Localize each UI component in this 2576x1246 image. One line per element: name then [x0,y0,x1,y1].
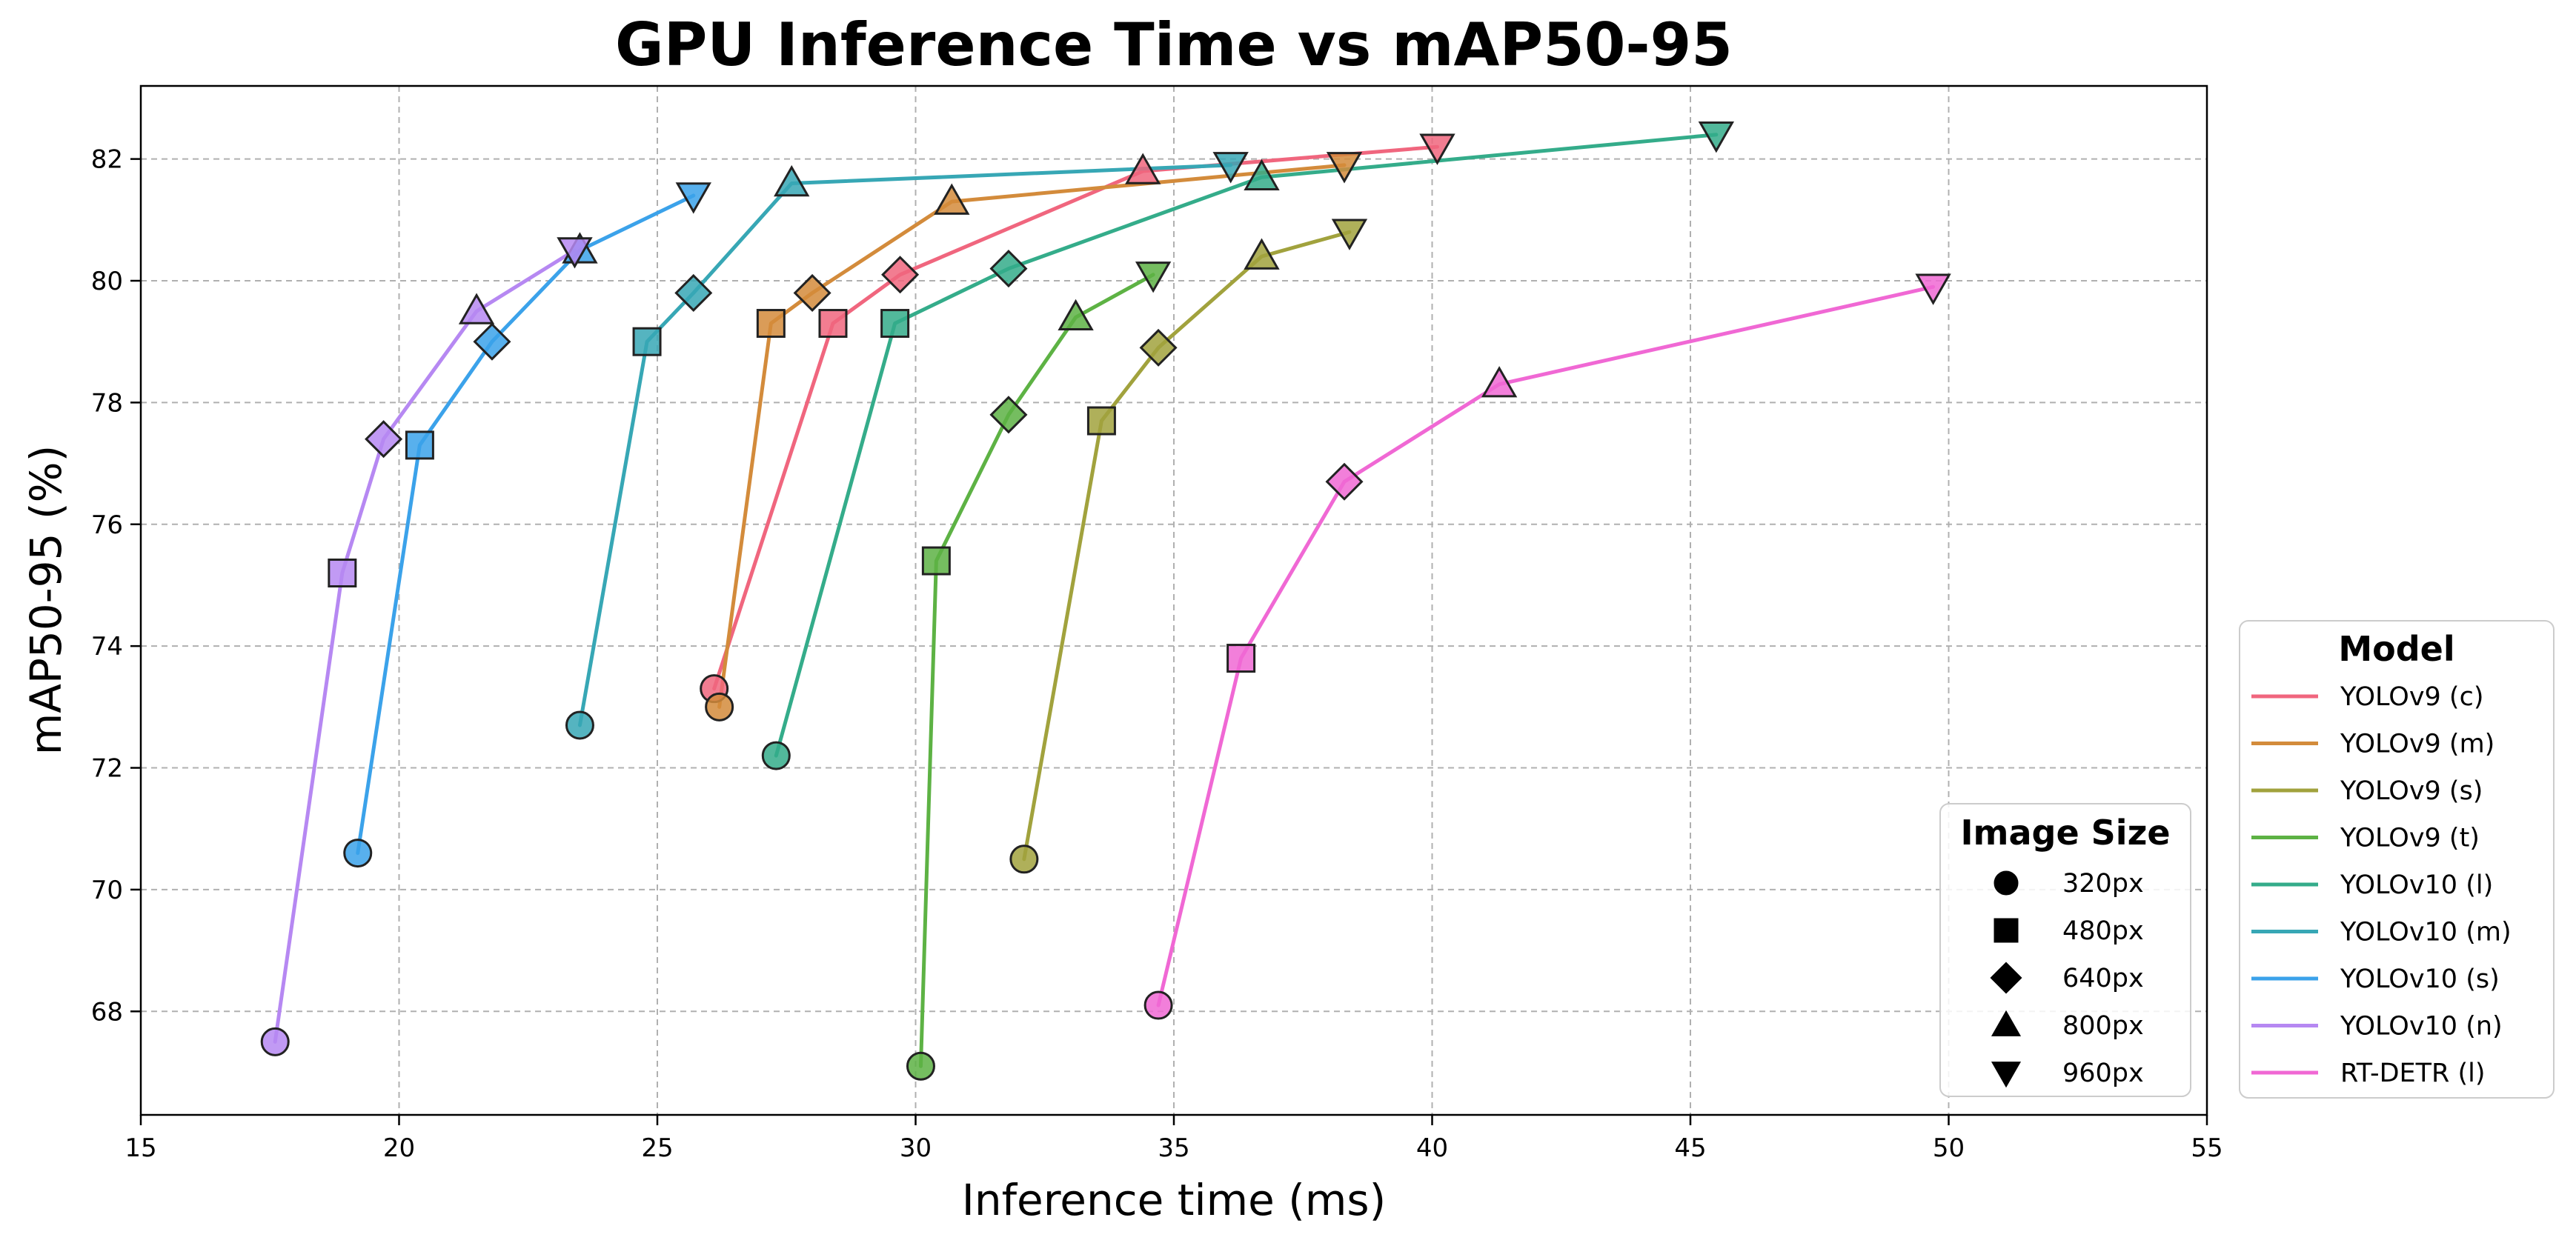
data-point-series-8-4 [1915,273,1951,305]
model-legend-label-0: YOLOv9 (c) [2340,682,2483,712]
image-size-legend-title: Image Size [1960,813,2170,853]
model-legend-title: Model [2338,629,2454,669]
data-point-series-2-4 [1331,219,1368,250]
data-point-series-7-2 [365,420,403,459]
data-point-series-4-3 [1244,159,1280,190]
chart-title: GPU Inference Time vs mAP50-95 [615,10,1733,79]
x-tick-label: 15 [125,1133,156,1163]
size-legend-label-2: 640px [2062,964,2144,993]
data-point-series-3-0 [906,1051,935,1081]
y-tick-label: 82 [91,145,123,175]
image-size-legend: Image Size 320px 480px 640px 800px 960px [1939,803,2191,1097]
data-point-series-8-0 [1143,990,1173,1020]
x-tick-label: 45 [1674,1133,1706,1163]
grid [141,86,2207,1115]
model-legend-label-8: RT-DETR (l) [2340,1059,2486,1088]
size-legend-label-1: 480px [2062,916,2144,946]
y-tick-label: 78 [91,388,123,418]
data-point-series-8-1 [1226,644,1256,673]
data-point-series-5-1 [632,327,662,356]
data-point-series-3-1 [921,546,951,576]
x-tick-label: 30 [900,1133,932,1163]
data-point-series-7-1 [328,559,357,588]
size-legend-label-0: 320px [2062,869,2144,899]
size-legend-marker-2 [1990,962,2022,994]
data-point-series-1-3 [934,183,970,215]
model-legend-label-6: YOLOv10 (s) [2340,965,2500,994]
data-point-series-1-4 [1326,152,1363,184]
series-markers [260,121,1951,1081]
model-legend-label-7: YOLOv10 (n) [2340,1012,2503,1042]
data-point-series-6-2 [473,322,511,361]
model-legend: Model YOLOv9 (c)YOLOv9 (m)YOLOv9 (s)YOLO… [2239,620,2555,1099]
data-point-series-6-1 [405,430,434,460]
model-legend-label-5: YOLOv10 (m) [2340,918,2512,947]
model-legend-label-1: YOLOv9 (m) [2340,730,2494,759]
y-axis: 68 70 72 74 76 78 80 82 [91,145,141,1027]
size-legend-marker-1 [1994,918,2019,943]
x-axis: 15 20 25 30 35 40 45 50 55 [125,1115,2223,1163]
x-tick-label: 40 [1416,1133,1448,1163]
data-point-series-1-0 [705,692,734,722]
data-point-series-3-4 [1135,261,1172,293]
data-point-series-2-0 [1009,844,1039,874]
x-tick-label: 50 [1933,1133,1965,1163]
x-tick-label: 25 [641,1133,673,1163]
data-point-series-4-0 [761,741,791,770]
data-point-series-5-2 [674,273,713,312]
data-point-series-8-2 [1325,462,1364,501]
model-legend-label-4: YOLOv10 (l) [2340,870,2493,900]
data-point-series-4-4 [1698,121,1735,153]
image-size-legend-entries: 320px 480px 640px 800px 960px [1990,869,2144,1088]
data-point-series-7-0 [260,1027,290,1056]
size-legend-label-3: 800px [2062,1011,2144,1041]
x-tick-label: 35 [1158,1133,1189,1163]
data-point-series-6-4 [675,182,711,214]
y-tick-label: 70 [91,876,123,905]
data-point-series-3-3 [1058,299,1094,331]
size-legend-marker-0 [1994,870,2019,896]
data-point-series-2-2 [1139,328,1178,367]
model-legend-entries: YOLOv9 (c) YOLOv9 (m) YOLOv9 (s) YOLOv9 (t)… [2251,682,2512,1088]
x-tick-label: 55 [2191,1133,2223,1163]
data-point-series-2-1 [1086,406,1116,436]
data-point-series-5-0 [565,710,594,740]
data-point-series-0-4 [1419,133,1455,165]
size-legend-marker-3 [1991,1010,2022,1036]
data-point-series-3-2 [989,396,1028,434]
data-point-series-0-3 [1124,153,1161,184]
size-legend-label-4: 960px [2062,1059,2144,1088]
size-legend-marker-4 [1991,1062,2022,1088]
y-tick-label: 76 [91,510,123,540]
data-point-series-5-3 [774,164,810,197]
data-point-series-6-0 [343,839,373,868]
data-point-series-4-1 [880,309,910,339]
y-tick-label: 68 [91,997,123,1027]
x-axis-label: Inference time (ms) [962,1175,1386,1225]
x-tick-label: 20 [383,1133,415,1163]
y-tick-label: 74 [91,632,123,662]
y-tick-label: 80 [91,267,123,296]
data-point-series-0-1 [818,309,848,339]
data-point-series-0-2 [881,256,920,294]
data-point-series-5-4 [1212,152,1249,184]
data-point-series-4-2 [989,250,1028,288]
y-tick-label: 72 [91,754,123,784]
data-point-series-1-2 [793,273,831,312]
y-axis-label: mAP50-95 (%) [21,445,71,756]
data-point-series-1-1 [756,309,786,339]
model-legend-label-3: YOLOv9 (t) [2340,824,2480,853]
data-point-series-8-3 [1481,366,1518,398]
data-point-series-7-4 [557,237,593,269]
model-legend-label-2: YOLOv9 (s) [2340,776,2483,806]
data-point-series-2-3 [1244,238,1280,270]
data-point-series-7-3 [458,293,495,324]
